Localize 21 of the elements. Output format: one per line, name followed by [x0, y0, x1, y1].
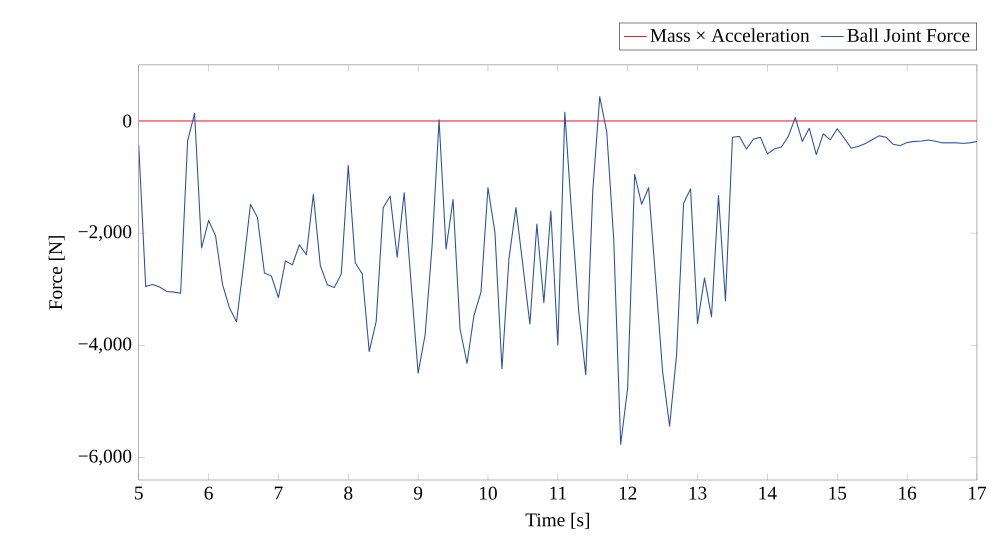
y-tick-label: −4,000 — [78, 338, 132, 354]
legend-label: Ball Joint Force — [847, 28, 970, 42]
y-tick-label: −2,000 — [78, 225, 132, 242]
x-tick-label: 15 — [829, 486, 846, 500]
x-tick-label: 17 — [968, 486, 986, 500]
y-tick-label: 0 — [123, 114, 132, 128]
x-tick-label: 11 — [550, 486, 566, 500]
y-axis-title: Force [N] — [48, 236, 65, 310]
x-tick-label: 5 — [135, 486, 143, 500]
x-tick-label: 6 — [204, 486, 213, 500]
legend-label: Mass × Acceleration — [650, 28, 810, 42]
x-tick-label: 13 — [690, 486, 706, 500]
y-tick-label: −6,000 — [78, 450, 132, 466]
x-tick-label: 14 — [759, 486, 777, 500]
x-tick-label: 12 — [620, 486, 636, 500]
x-tick-label: 8 — [344, 486, 352, 500]
x-tick-label: 16 — [899, 486, 916, 500]
x-tick-label: 10 — [480, 486, 497, 500]
x-tick-label: 9 — [414, 486, 422, 500]
x-tick-label: 7 — [274, 486, 283, 500]
x-axis-title: Time [s] — [526, 512, 589, 529]
